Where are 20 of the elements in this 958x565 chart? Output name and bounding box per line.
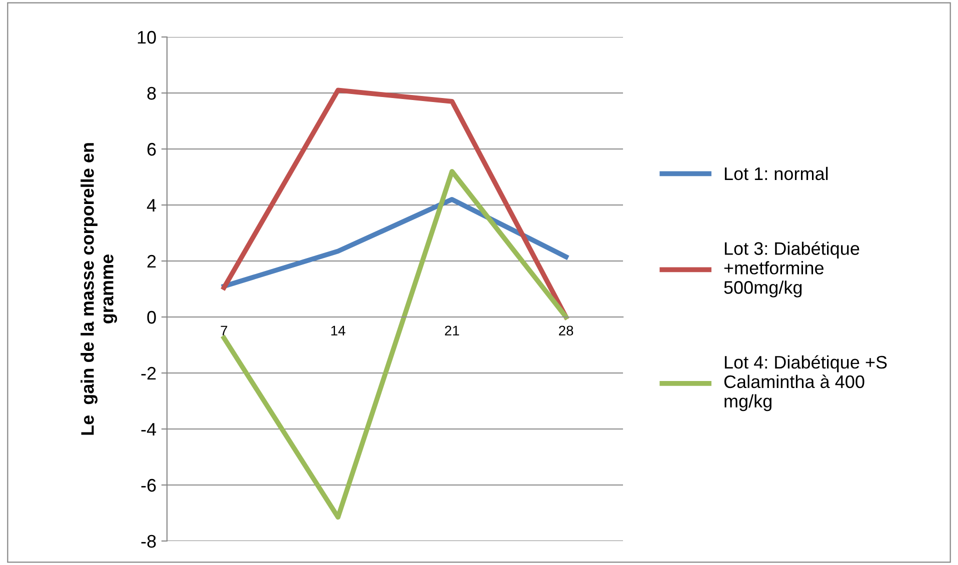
- y-tick-label: 0: [147, 310, 156, 324]
- legend-label: Lot 4: Diabétique +S Calamintha à 400 mg/kg: [724, 355, 887, 412]
- y-axis-title: Le gain de la masse corporelle en gramme: [80, 143, 118, 435]
- x-tick-label: 21: [444, 326, 460, 336]
- y-tick-label: -2: [141, 366, 156, 380]
- y-tick-label: 4: [146, 199, 156, 212]
- x-tick-label: 28: [558, 326, 574, 336]
- x-tick-label: 7: [220, 326, 228, 336]
- y-tick-label: 8: [147, 86, 156, 100]
- line-series: [222, 196, 568, 289]
- legend-label: Lot 1: normal: [724, 166, 828, 180]
- y-tick-label: 2: [147, 254, 156, 268]
- line-series: [222, 88, 568, 320]
- x-tick-label: 14: [331, 326, 346, 336]
- y-tick-label: 10: [138, 30, 156, 44]
- y-tick-label: 6: [147, 142, 156, 156]
- y-tick-label: -4: [141, 423, 156, 436]
- legend-label: Lot 3: Diabétique +metformine 500mg/kg: [724, 241, 860, 298]
- y-tick-label: -8: [141, 534, 156, 548]
- y-tick-label: -6: [141, 478, 156, 492]
